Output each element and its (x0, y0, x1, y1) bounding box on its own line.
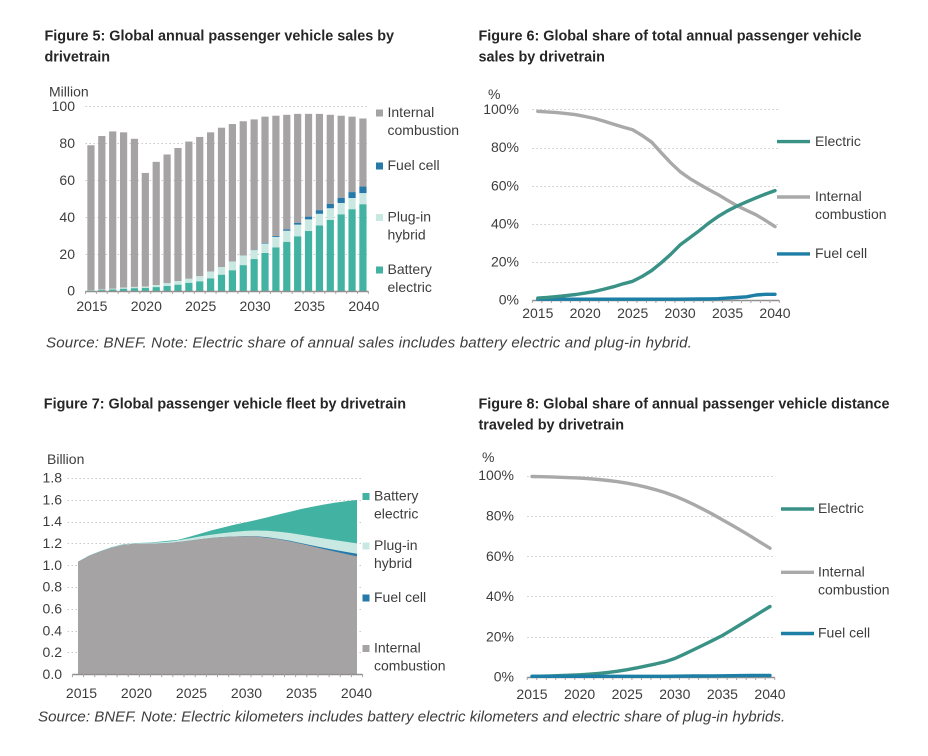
svg-text:2020: 2020 (131, 298, 162, 314)
svg-text:1.0: 1.0 (43, 557, 63, 573)
svg-text:2030: 2030 (665, 305, 696, 321)
svg-text:Electric: Electric (815, 133, 861, 149)
svg-text:2025: 2025 (612, 686, 643, 702)
svg-text:Million: Million (49, 84, 89, 100)
svg-text:2030: 2030 (659, 686, 690, 702)
svg-text:2035: 2035 (286, 685, 317, 701)
svg-text:Figure 8: Global share of annu: Figure 8: Global share of annual passeng… (479, 397, 890, 413)
svg-text:100%: 100% (483, 101, 519, 117)
svg-text:60: 60 (59, 172, 75, 188)
svg-text:sales by drivetrain: sales by drivetrain (479, 50, 605, 66)
svg-text:2025: 2025 (185, 298, 216, 314)
svg-text:2035: 2035 (294, 298, 325, 314)
svg-text:combustion: combustion (388, 122, 460, 138)
svg-text:Figure 6: Global share of tota: Figure 6: Global share of total annual p… (479, 29, 862, 45)
svg-text:1.6: 1.6 (43, 491, 63, 507)
svg-text:Electric: Electric (818, 500, 864, 516)
svg-text:0.6: 0.6 (43, 601, 63, 617)
svg-text:80%: 80% (491, 139, 519, 155)
svg-text:Fuel cell: Fuel cell (818, 625, 870, 641)
svg-text:electric: electric (374, 506, 418, 522)
svg-text:100: 100 (52, 98, 76, 114)
svg-text:Billion: Billion (47, 451, 84, 467)
svg-text:0%: 0% (499, 292, 519, 308)
svg-text:100%: 100% (478, 467, 514, 483)
svg-text:2030: 2030 (231, 685, 262, 701)
svg-text:Internal: Internal (818, 564, 865, 580)
svg-text:traveled by drivetrain: traveled by drivetrain (479, 418, 625, 434)
svg-text:20%: 20% (491, 254, 519, 270)
svg-text:2035: 2035 (707, 686, 738, 702)
svg-text:60%: 60% (491, 177, 519, 193)
svg-text:Battery: Battery (374, 488, 418, 504)
svg-text:2040: 2040 (759, 305, 790, 321)
svg-text:20: 20 (59, 246, 75, 262)
svg-text:electric: electric (388, 279, 432, 295)
svg-text:2020: 2020 (564, 686, 595, 702)
svg-text:Plug-in: Plug-in (388, 209, 432, 225)
svg-text:hybrid: hybrid (388, 227, 426, 243)
svg-text:2025: 2025 (617, 305, 648, 321)
svg-text:Source: BNEF. Note: Electric k: Source: BNEF. Note: Electric kilometers … (38, 709, 785, 726)
svg-text:2030: 2030 (240, 298, 271, 314)
svg-text:0: 0 (67, 283, 75, 299)
svg-text:40%: 40% (491, 216, 519, 232)
svg-text:2015: 2015 (516, 686, 547, 702)
svg-text:0.8: 0.8 (43, 579, 63, 595)
svg-text:Fuel cell: Fuel cell (374, 589, 426, 605)
svg-text:1.8: 1.8 (43, 470, 63, 486)
svg-text:Plug-in: Plug-in (374, 537, 418, 553)
svg-text:Fuel cell: Fuel cell (815, 245, 867, 261)
svg-text:1.2: 1.2 (43, 535, 63, 551)
svg-text:Internal: Internal (815, 188, 862, 204)
svg-text:Source: BNEF. Note: Electric s: Source: BNEF. Note: Electric share of an… (46, 335, 692, 352)
svg-text:0.4: 0.4 (43, 622, 63, 638)
svg-text:0%: 0% (494, 669, 514, 685)
svg-text:40%: 40% (486, 588, 514, 604)
svg-text:Figure 5: Global annual passen: Figure 5: Global annual passenger vehicl… (45, 29, 395, 45)
svg-text:2040: 2040 (341, 685, 372, 701)
svg-text:80: 80 (59, 135, 75, 151)
svg-text:2015: 2015 (76, 298, 107, 314)
svg-text:0.2: 0.2 (43, 644, 63, 660)
svg-text:1.4: 1.4 (43, 513, 63, 529)
svg-text:2015: 2015 (522, 305, 553, 321)
svg-text:2040: 2040 (754, 686, 785, 702)
svg-text:Internal: Internal (374, 640, 421, 656)
svg-text:combustion: combustion (815, 206, 887, 222)
svg-text:60%: 60% (486, 548, 514, 564)
svg-text:0.0: 0.0 (43, 666, 63, 682)
svg-text:20%: 20% (486, 628, 514, 644)
svg-text:%: % (488, 86, 500, 102)
svg-text:40: 40 (59, 209, 75, 225)
svg-text:Internal: Internal (388, 104, 435, 120)
svg-text:Battery: Battery (388, 261, 432, 277)
svg-text:Fuel cell: Fuel cell (388, 157, 440, 173)
svg-text:Figure 7: Global passenger veh: Figure 7: Global passenger vehicle fleet… (44, 397, 406, 413)
svg-text:80%: 80% (486, 508, 514, 524)
svg-text:hybrid: hybrid (374, 555, 412, 571)
svg-text:2015: 2015 (66, 685, 97, 701)
svg-text:drivetrain: drivetrain (45, 50, 111, 66)
svg-text:combustion: combustion (374, 658, 446, 674)
svg-text:2025: 2025 (176, 685, 207, 701)
svg-text:2035: 2035 (712, 305, 743, 321)
svg-text:combustion: combustion (818, 582, 890, 598)
svg-text:2040: 2040 (348, 298, 379, 314)
svg-text:2020: 2020 (570, 305, 601, 321)
svg-text:2020: 2020 (121, 685, 152, 701)
svg-text:%: % (482, 449, 494, 465)
